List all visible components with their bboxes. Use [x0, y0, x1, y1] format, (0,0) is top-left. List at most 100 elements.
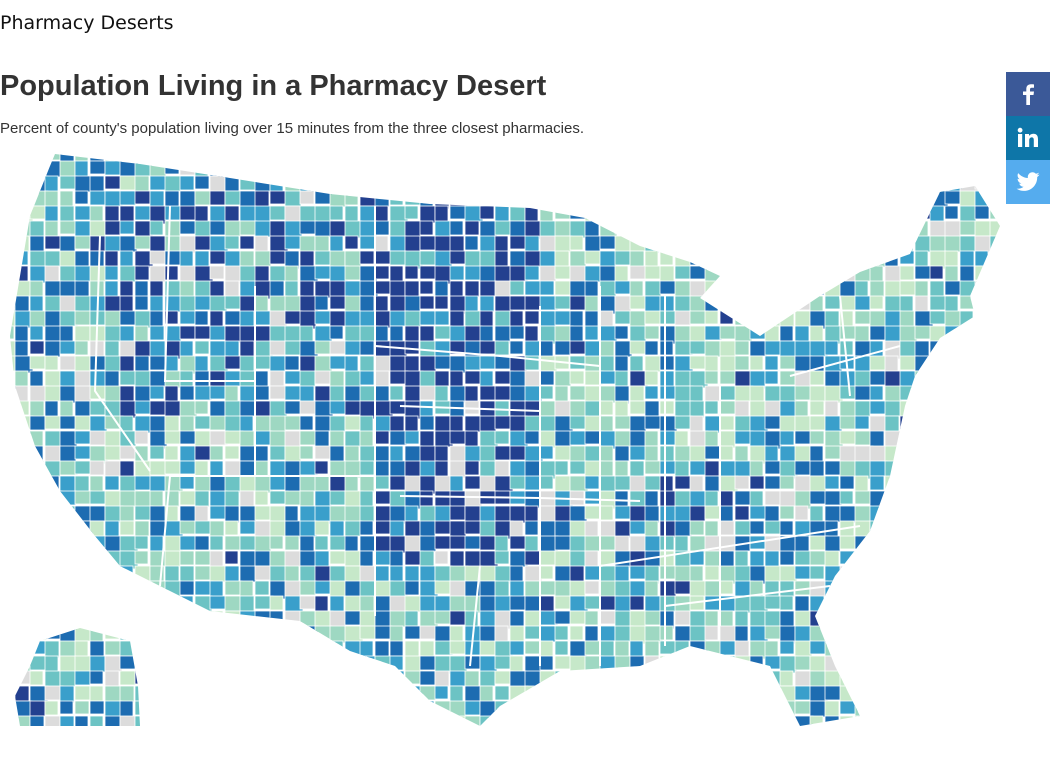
county-tile[interactable] — [14, 520, 29, 535]
county-tile[interactable] — [0, 595, 16, 612]
county-tile[interactable] — [614, 685, 632, 700]
county-tile[interactable] — [524, 655, 542, 673]
county-tile[interactable] — [854, 190, 872, 209]
county-tile[interactable] — [0, 235, 15, 250]
county-tile[interactable] — [359, 595, 375, 612]
county-tile[interactable] — [0, 370, 14, 386]
county-tile[interactable] — [569, 550, 586, 568]
county-tile[interactable] — [584, 550, 599, 569]
county-tile[interactable] — [59, 385, 76, 404]
county-tile[interactable] — [314, 385, 331, 402]
county-tile[interactable] — [254, 685, 274, 705]
county-tile[interactable] — [899, 700, 916, 718]
county-tile[interactable] — [794, 220, 810, 237]
county-tile[interactable] — [884, 445, 902, 463]
county-tile[interactable] — [644, 445, 659, 462]
county-tile[interactable] — [779, 505, 795, 520]
county-tile[interactable] — [389, 715, 407, 726]
county-tile[interactable] — [809, 430, 825, 445]
county-tile[interactable] — [854, 280, 869, 298]
county-tile[interactable] — [89, 160, 106, 175]
county-tile[interactable] — [704, 146, 723, 163]
county-tile[interactable] — [854, 610, 872, 627]
county-tile[interactable] — [989, 430, 1000, 447]
county-tile[interactable] — [869, 220, 885, 235]
county-tile[interactable] — [914, 565, 930, 584]
county-tile[interactable] — [719, 385, 737, 401]
county-tile[interactable] — [29, 490, 48, 509]
county-tile[interactable] — [929, 205, 945, 224]
county-tile[interactable] — [869, 295, 884, 310]
county-tile[interactable] — [344, 355, 359, 373]
county-tile[interactable] — [434, 610, 452, 625]
county-tile[interactable] — [959, 310, 974, 330]
county-tile[interactable] — [164, 610, 184, 629]
county-tile[interactable] — [89, 655, 106, 673]
county-tile[interactable] — [959, 520, 975, 539]
county-tile[interactable] — [134, 580, 151, 600]
county-tile[interactable] — [404, 430, 420, 445]
county-tile[interactable] — [344, 400, 362, 416]
county-tile[interactable] — [869, 280, 885, 298]
county-tile[interactable] — [59, 625, 78, 643]
county-tile[interactable] — [854, 295, 871, 311]
county-tile[interactable] — [974, 205, 990, 220]
county-tile[interactable] — [704, 175, 720, 195]
county-tile[interactable] — [44, 505, 59, 521]
county-tile[interactable] — [149, 280, 164, 299]
county-tile[interactable] — [629, 280, 644, 299]
county-tile[interactable] — [224, 610, 241, 626]
county-tile[interactable] — [839, 595, 854, 610]
county-tile[interactable] — [974, 595, 991, 610]
county-tile[interactable] — [389, 460, 406, 477]
county-tile[interactable] — [569, 325, 584, 344]
county-tile[interactable] — [929, 280, 945, 297]
county-tile[interactable] — [0, 670, 16, 688]
county-tile[interactable] — [719, 445, 734, 461]
county-tile[interactable] — [704, 415, 722, 434]
county-tile[interactable] — [209, 610, 224, 630]
county-tile[interactable] — [884, 235, 900, 255]
county-tile[interactable] — [119, 610, 139, 627]
county-tile[interactable] — [869, 670, 889, 688]
county-tile[interactable] — [104, 250, 119, 268]
county-tile[interactable] — [419, 535, 437, 553]
county-tile[interactable] — [29, 430, 44, 448]
county-tile[interactable] — [569, 460, 588, 475]
county-tile[interactable] — [29, 370, 44, 388]
county-tile[interactable] — [464, 505, 483, 524]
county-tile[interactable] — [194, 205, 209, 223]
county-tile[interactable] — [554, 146, 573, 163]
county-tile[interactable] — [554, 715, 572, 726]
county-tile[interactable] — [344, 655, 361, 672]
county-tile[interactable] — [269, 535, 284, 550]
county-tile[interactable] — [59, 205, 75, 224]
county-tile[interactable] — [119, 190, 137, 206]
county-tile[interactable] — [629, 160, 645, 177]
county-tile[interactable] — [509, 445, 527, 461]
county-tile[interactable] — [14, 160, 30, 178]
county-tile[interactable] — [284, 325, 301, 342]
county-tile[interactable] — [644, 595, 661, 613]
county-tile[interactable] — [749, 235, 769, 252]
county-tile[interactable] — [464, 280, 480, 298]
county-tile[interactable] — [959, 175, 979, 193]
county-tile[interactable] — [224, 655, 239, 671]
county-tile[interactable] — [824, 400, 839, 419]
county-tile[interactable] — [359, 235, 377, 250]
county-tile[interactable] — [329, 146, 347, 163]
county-tile[interactable] — [419, 655, 436, 671]
county-tile[interactable] — [659, 265, 675, 284]
county-tile[interactable] — [29, 235, 45, 254]
county-tile[interactable] — [554, 685, 572, 700]
county-tile[interactable] — [344, 550, 361, 567]
county-tile[interactable] — [269, 295, 288, 313]
county-tile[interactable] — [644, 685, 659, 705]
county-tile[interactable] — [989, 445, 1000, 460]
county-tile[interactable] — [884, 490, 903, 507]
county-tile[interactable] — [869, 625, 888, 644]
county-tile[interactable] — [764, 505, 780, 524]
county-tile[interactable] — [539, 385, 554, 400]
county-tile[interactable] — [764, 385, 781, 404]
county-tile[interactable] — [839, 205, 859, 225]
